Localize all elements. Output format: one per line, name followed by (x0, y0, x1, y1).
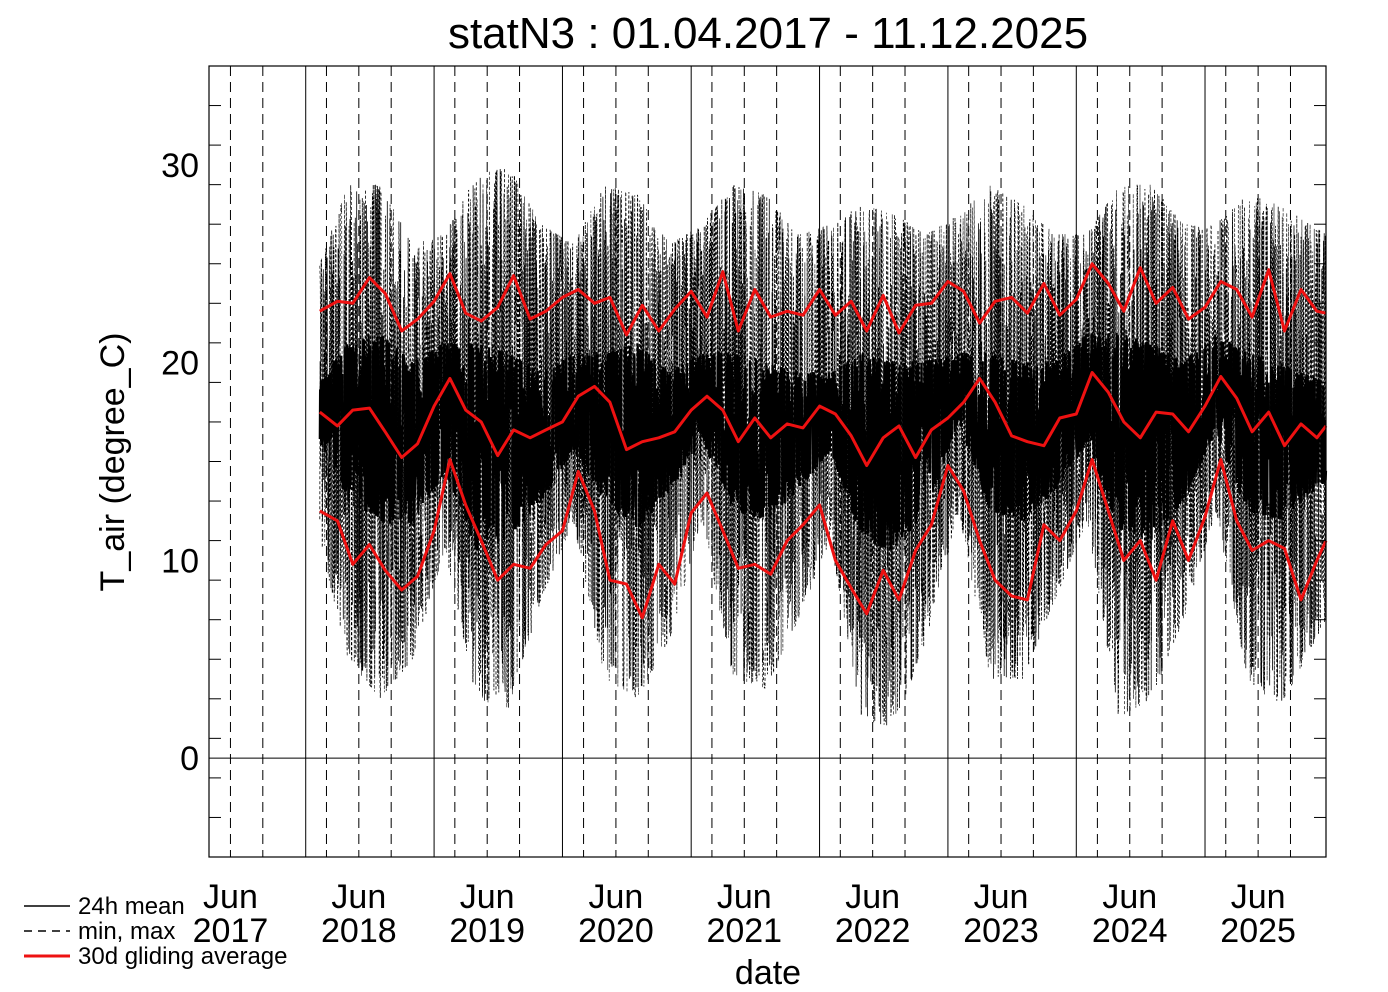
x-tick-label-month: Jun (974, 878, 1029, 916)
x-tick-label-month: Jun (331, 878, 386, 916)
y-axis-label: T_air (degree_C) (94, 333, 132, 592)
y-tick-label: 0 (180, 740, 199, 778)
x-tick-label-year: 2024 (1092, 912, 1168, 950)
gliding-average-line (319, 262, 1327, 337)
x-tick-label-year: 2018 (321, 912, 397, 950)
grid-lines (209, 66, 1326, 857)
axis-ticks: 0102030Jun2017Jun2018Jun2019Jun2020Jun20… (161, 65, 1326, 950)
x-tick-label-year: 2022 (835, 912, 911, 950)
x-tick-label-month: Jun (460, 878, 515, 916)
daily-mean-line (318, 332, 1328, 551)
daily-mean-series (318, 332, 1328, 551)
legend-label: 24h mean (78, 893, 185, 920)
chart-title: statN3 : 01.04.2017 - 11.12.2025 (448, 9, 1088, 58)
min-max-line (319, 170, 1326, 725)
x-tick-label-year: 2021 (706, 912, 782, 950)
x-tick-label-year: 2025 (1220, 912, 1296, 950)
x-tick-label-year: 2017 (193, 912, 269, 950)
legend-label: 30d gliding average (78, 943, 288, 970)
x-tick-label-year: 2019 (449, 912, 525, 950)
x-tick-label-month: Jun (589, 878, 644, 916)
x-tick-label-year: 2023 (963, 912, 1039, 950)
x-tick-label-year: 2020 (578, 912, 654, 950)
x-tick-label-month: Jun (845, 878, 900, 916)
x-tick-label-month: Jun (203, 878, 258, 916)
gliding-average-line (319, 458, 1328, 620)
gliding-average-line (318, 371, 1328, 467)
min-max-series (319, 168, 1327, 726)
x-tick-label-month: Jun (1231, 878, 1286, 916)
x-tick-label-month: Jun (1102, 878, 1157, 916)
gliding-average-series (318, 262, 1328, 620)
y-tick-label: 20 (161, 345, 199, 383)
x-tick-label-month: Jun (717, 878, 772, 916)
legend-label: min, max (78, 918, 175, 945)
y-tick-label: 30 (161, 147, 199, 185)
y-tick-label: 10 (161, 542, 199, 580)
x-axis-label: date (735, 954, 801, 992)
